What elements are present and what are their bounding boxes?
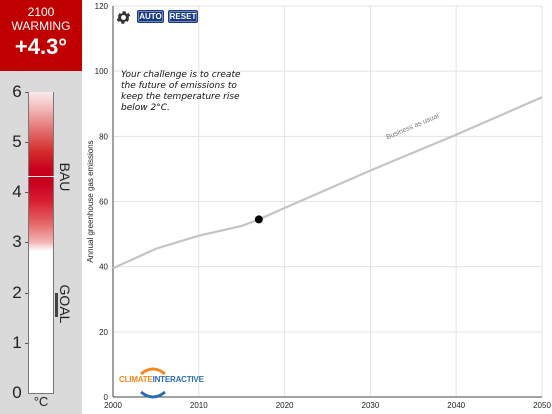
unit-label: °C xyxy=(33,394,49,409)
bau-label: BAU xyxy=(57,159,73,197)
y-tick-label: 40 xyxy=(99,263,108,272)
warming-summary: 2100 WARMING +4.3° xyxy=(0,0,82,71)
climate-interactive-logo[interactable]: CLIMATEINTERACTIVE xyxy=(113,366,204,400)
y-tick-label: 100 xyxy=(95,67,109,76)
scale-1: 1 xyxy=(12,333,22,352)
thermometer xyxy=(28,92,54,394)
goal-marker xyxy=(55,293,58,317)
scale-tick xyxy=(25,242,29,243)
y-tick-label: 80 xyxy=(99,132,108,141)
goal-label: GOAL xyxy=(57,284,73,324)
scale-tick xyxy=(25,142,29,143)
y-tick-label: 120 xyxy=(95,2,109,11)
scale-5: 5 xyxy=(12,132,22,151)
y-tick-label: 0 xyxy=(104,393,109,402)
gear-icon[interactable] xyxy=(115,9,132,26)
x-tick-label: 2040 xyxy=(447,401,465,410)
reset-button[interactable]: RESET xyxy=(168,10,198,23)
x-tick-label: 2020 xyxy=(276,401,294,410)
scale-2: 2 xyxy=(12,283,22,302)
logo-part2: INTERACTIVE xyxy=(152,375,204,384)
goal-text: GOAL xyxy=(57,284,73,324)
y-axis-label: Annual greenhouse gas emissions xyxy=(86,140,95,262)
series-label: Business as usual xyxy=(385,113,440,142)
scale-tick xyxy=(25,293,29,294)
scale-tick xyxy=(25,192,29,193)
warming-year: 2100 xyxy=(27,5,55,19)
warming-value: +4.3° xyxy=(14,34,68,59)
auto-button[interactable]: AUTO xyxy=(137,10,164,23)
scale-tick xyxy=(25,92,29,93)
x-tick-label: 2000 xyxy=(104,401,122,410)
sidebar: 2100 WARMING +4.3° 6 5 4 3 2 1 0 BAU GOA… xyxy=(0,0,82,414)
warming-label: WARMING xyxy=(11,19,71,33)
scale-tick xyxy=(25,343,29,344)
x-tick-label: 2030 xyxy=(362,401,380,410)
y-tick-label: 20 xyxy=(99,328,108,337)
scale-6: 6 xyxy=(12,82,22,101)
scale-0: 0 xyxy=(12,383,22,402)
bau-marker xyxy=(28,176,57,177)
y-tick-label: 60 xyxy=(99,198,108,207)
x-tick-label: 2010 xyxy=(190,401,208,410)
challenge-text: Your challenge is to create the future o… xyxy=(121,70,241,113)
bau-text: BAU xyxy=(57,162,73,192)
logo-text: CLIMATEINTERACTIVE xyxy=(119,375,204,384)
logo-arrows-icon xyxy=(140,367,166,399)
x-tick-label: 2050 xyxy=(533,401,551,410)
logo-part1: CLIMATE xyxy=(119,375,153,384)
current-year-marker[interactable] xyxy=(254,215,263,224)
scale-4: 4 xyxy=(12,182,22,201)
scale-3: 3 xyxy=(12,232,22,251)
series-line-bau xyxy=(112,96,543,270)
